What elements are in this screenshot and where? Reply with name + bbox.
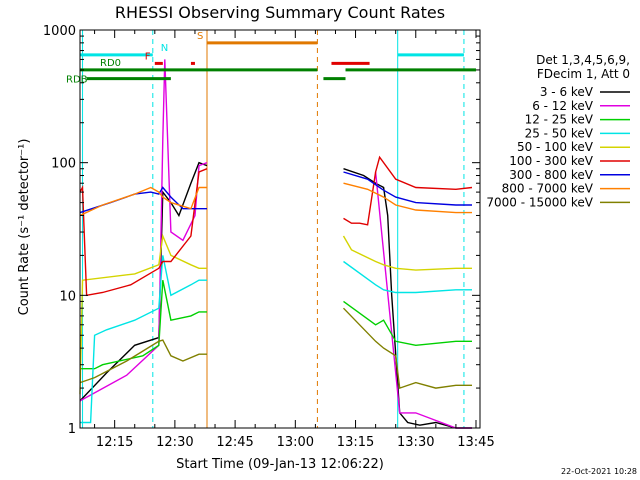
- series-line-6-segment-1: [79, 168, 208, 297]
- legend-label-5: 50 - 100 keV: [517, 140, 594, 154]
- legend-label-7: 300 - 800 keV: [509, 168, 593, 182]
- series-line-9-segment-1: [79, 339, 207, 384]
- flag-label-f: F: [145, 51, 151, 62]
- legend-header-line-1: Det 1,3,4,5,6,9,: [536, 53, 630, 67]
- flag-label-s: S: [197, 31, 203, 42]
- series-line-5-segment-2: [342, 235, 472, 271]
- series-line-5-segment-1: [79, 233, 207, 395]
- series-line-6-segment-2: [343, 155, 473, 226]
- chart-title: RHESSI Observing Summary Count Rates: [115, 3, 445, 22]
- series-line-7-segment-2: [343, 171, 472, 206]
- flag-label-rdb: RDB: [66, 75, 88, 86]
- x-tick-label-1: 12:15: [96, 435, 133, 450]
- legend-header: Det 1,3,4,5,6,9, FDecim 1, Att 0: [536, 53, 630, 81]
- series-line-4-segment-1: [80, 255, 207, 424]
- y-tick-label-2: 10: [59, 289, 76, 304]
- series-line-4-segment-2: [343, 260, 472, 294]
- x-tick-label-3: 12:45: [216, 435, 253, 450]
- series-line-8-segment-2: [343, 182, 472, 214]
- y-tick-label-3: 100: [51, 157, 76, 172]
- flag-label-rd0: RD0: [100, 58, 121, 69]
- legend-label-8: 800 - 7000 keV: [502, 182, 594, 196]
- legend-label-9: 7000 - 15000 keV: [486, 195, 593, 209]
- y-axis-label: Count Rate (s⁻¹ detector⁻¹): [17, 139, 32, 316]
- series-line-1-segment-1: [79, 161, 208, 402]
- legend-header-line-2: FDecim 1, Att 0: [537, 67, 630, 81]
- plot-frame: [79, 29, 481, 429]
- x-tick-label-5: 13:15: [337, 435, 374, 450]
- series-line-8-segment-1: [79, 186, 207, 217]
- series-line-3-segment-1: [80, 280, 207, 370]
- x-axis-label: Start Time (09-Jan-13 12:06:22): [176, 457, 384, 472]
- legend-label-4: 25 - 50 keV: [525, 126, 594, 140]
- legend-label-2: 6 - 12 keV: [532, 99, 594, 113]
- flag-label-n: N: [161, 43, 168, 54]
- plot-area: N S F RD0 RDB 1 10 100 1000 12:15 12:30 12:45 13:00 1…: [43, 24, 495, 450]
- series-line-9-segment-2: [342, 307, 472, 390]
- legend-label-1: 3 - 6 keV: [540, 85, 594, 99]
- y-tick-label-4: 1000: [43, 24, 76, 39]
- series-line-3-segment-2: [343, 300, 472, 347]
- timestamp: 22-Oct-2021 10:28: [561, 467, 637, 476]
- y-tick-label-1: 1: [68, 422, 76, 437]
- legend-label-6: 100 - 300 keV: [509, 154, 593, 168]
- x-tick-label-6: 13:30: [397, 435, 434, 450]
- x-tick-label-2: 12:30: [156, 435, 193, 450]
- x-tick-label-7: 13:45: [457, 435, 494, 450]
- series-line-2-segment-1: [79, 59, 208, 402]
- legend-label-3: 12 - 25 keV: [525, 113, 594, 127]
- x-tick-label-4: 13:00: [277, 435, 314, 450]
